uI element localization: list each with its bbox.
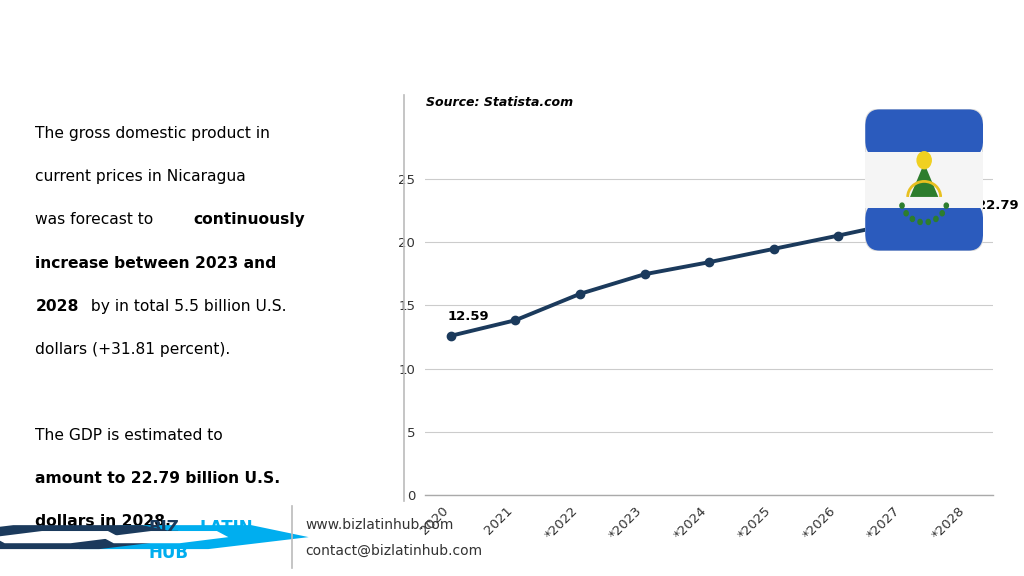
Circle shape <box>918 219 923 225</box>
Polygon shape <box>0 531 120 543</box>
Text: The gross domestic product in: The gross domestic product in <box>36 126 270 141</box>
Text: 22.79: 22.79 <box>977 199 1019 212</box>
Text: HUB: HUB <box>148 544 188 562</box>
Bar <box>865 157 983 203</box>
FancyBboxPatch shape <box>865 203 983 251</box>
Circle shape <box>934 217 938 222</box>
Text: www.bizlatinhub.com: www.bizlatinhub.com <box>305 518 454 532</box>
Polygon shape <box>910 163 938 197</box>
Text: increase between 2023 and: increase between 2023 and <box>36 256 276 271</box>
Polygon shape <box>102 531 228 543</box>
Text: current prices in Nicaragua: current prices in Nicaragua <box>36 169 246 184</box>
Text: LATIN: LATIN <box>200 519 253 537</box>
Circle shape <box>944 203 948 208</box>
Text: dollars (+31.81 percent).: dollars (+31.81 percent). <box>36 342 230 357</box>
FancyBboxPatch shape <box>865 109 983 157</box>
Text: was forecast to: was forecast to <box>36 213 159 228</box>
Text: The GDP is estimated to: The GDP is estimated to <box>36 428 223 443</box>
Circle shape <box>900 203 904 208</box>
Text: contact@bizlatinhub.com: contact@bizlatinhub.com <box>305 544 482 558</box>
Text: by in total 5.5 billion U.S.: by in total 5.5 billion U.S. <box>86 299 287 314</box>
FancyBboxPatch shape <box>865 109 983 251</box>
Bar <box>865 152 983 209</box>
Text: Source: Statista.com: Source: Statista.com <box>426 96 573 109</box>
Circle shape <box>918 152 931 169</box>
Text: dollars in 2028.: dollars in 2028. <box>36 514 171 529</box>
Circle shape <box>904 211 908 216</box>
Text: 2028: 2028 <box>36 299 79 314</box>
Text: BIZ: BIZ <box>148 519 179 537</box>
Text: Nicaragua: Gross domestic product (GDP) in current prices from 2020 to 2028: Nicaragua: Gross domestic product (GDP) … <box>69 24 955 43</box>
Text: amount to 22.79 billion U.S.: amount to 22.79 billion U.S. <box>36 471 281 486</box>
Circle shape <box>940 211 944 216</box>
Text: 12.59: 12.59 <box>447 310 489 323</box>
Circle shape <box>910 217 914 222</box>
Polygon shape <box>0 525 200 549</box>
Polygon shape <box>22 525 308 549</box>
Text: continuously: continuously <box>194 213 305 228</box>
Text: (in billion U.S. dollars): (in billion U.S. dollars) <box>384 65 640 84</box>
Circle shape <box>926 219 931 225</box>
